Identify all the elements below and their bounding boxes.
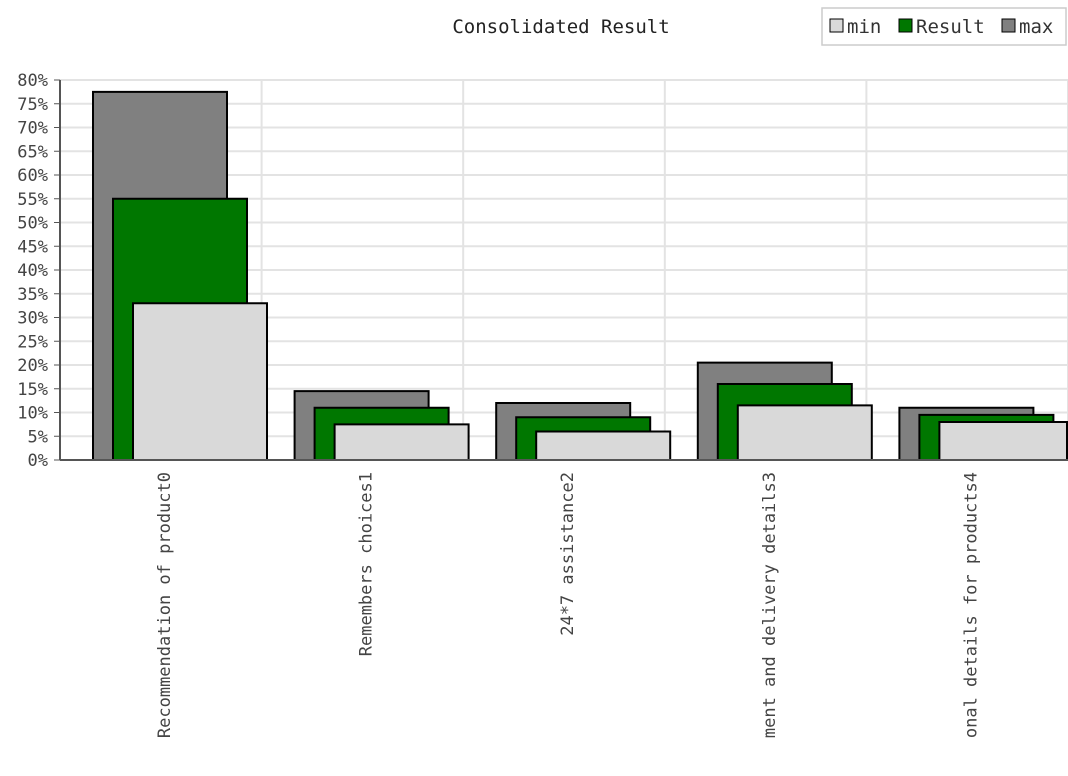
- y-tick-label: 75%: [17, 95, 48, 115]
- legend-swatch-max: [1001, 18, 1016, 33]
- y-tick-label: 10%: [17, 404, 48, 424]
- y-tick-label: 35%: [17, 285, 48, 305]
- chart-title: Consolidated Result: [452, 16, 669, 38]
- bar-min-1: [333, 423, 470, 461]
- y-tick-label: 20%: [17, 356, 48, 376]
- y-tick-label: 30%: [17, 309, 48, 329]
- legend-swatch-min: [829, 18, 844, 33]
- legend-label-max: max: [1019, 16, 1053, 38]
- y-tick-label: 25%: [17, 332, 48, 352]
- bars: [92, 90, 1068, 461]
- legend: min Result max: [821, 7, 1067, 46]
- category-label: Recommendation of product0: [155, 472, 175, 738]
- category-label: onal details for products4: [961, 472, 981, 738]
- y-tick-label: 40%: [17, 261, 48, 281]
- y-tick-labels: 0% 5% 10% 15% 20% 25% 30% 35% 40% 45% 50% 55% 60% 65%…: [17, 71, 60, 471]
- y-tick-label: 70%: [17, 119, 48, 139]
- y-tick-label: 15%: [17, 380, 48, 400]
- legend-label-result: Result: [916, 16, 985, 38]
- category-label: Remembers choices1: [357, 472, 377, 656]
- y-tick-label: 80%: [17, 71, 48, 91]
- legend-swatch-result: [898, 18, 913, 33]
- y-tick-label: 55%: [17, 190, 48, 210]
- y-tick-label: 0%: [28, 451, 48, 471]
- y-tick-label: 60%: [17, 166, 48, 186]
- bar-min-2: [535, 430, 672, 461]
- bar-min-0: [132, 302, 268, 461]
- y-tick-label: 5%: [28, 427, 48, 447]
- y-tick-label: 45%: [17, 237, 48, 257]
- legend-box: [821, 7, 1067, 46]
- category-label: ment and delivery details3: [760, 472, 780, 738]
- legend-label-min: min: [847, 16, 881, 38]
- category-label: 24*7 assistance2: [558, 472, 578, 636]
- y-tick-label: 65%: [17, 142, 48, 162]
- category-labels: Recommendation of product0 Remembers choi…: [155, 472, 981, 738]
- bar-min-4: [938, 421, 1068, 461]
- bar-min-3: [736, 404, 873, 461]
- y-tick-label: 50%: [17, 214, 48, 234]
